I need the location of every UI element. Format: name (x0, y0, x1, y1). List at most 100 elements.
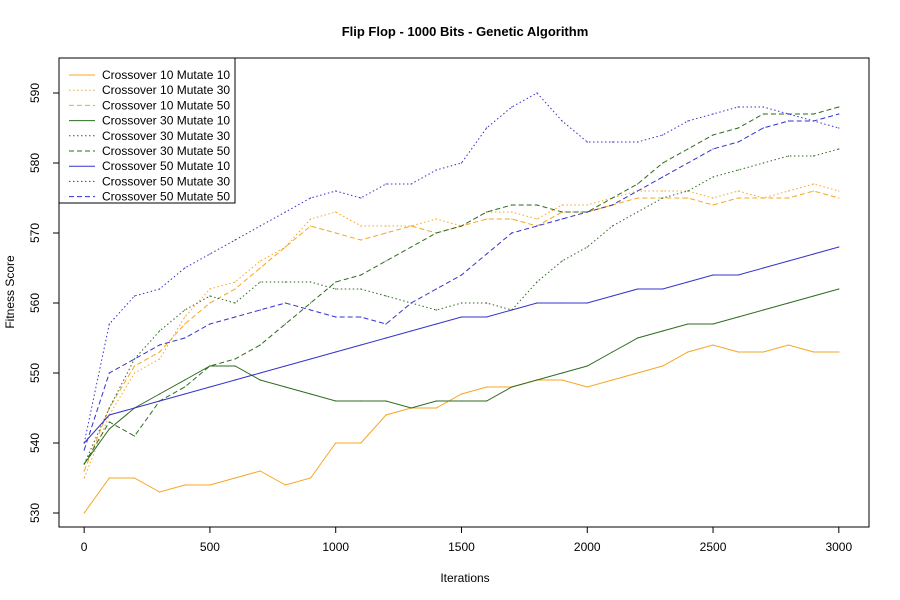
data-point (133, 295, 136, 297)
legend-label: Crossover 50 Mutate 10 (102, 159, 230, 173)
data-point (636, 211, 639, 213)
data-point (561, 379, 563, 381)
series-line-7 (83, 246, 839, 444)
data-point (259, 281, 261, 283)
data-point (360, 400, 362, 402)
data-point (159, 358, 161, 360)
data-point (611, 295, 614, 297)
data-point (259, 379, 261, 381)
data-point (284, 281, 286, 283)
data-point (184, 267, 186, 269)
data-point (83, 512, 85, 514)
data-point (712, 204, 714, 206)
x-tick-label: 0 (81, 540, 88, 554)
data-point (611, 351, 614, 353)
data-point (234, 288, 236, 290)
data-point (410, 183, 412, 185)
data-point (83, 470, 85, 472)
data-point (435, 288, 437, 290)
data-point (586, 365, 588, 367)
data-point (561, 120, 563, 122)
data-point (662, 162, 664, 164)
data-point (259, 344, 261, 346)
data-point (536, 379, 538, 381)
data-point (636, 288, 639, 290)
data-point (737, 141, 739, 143)
data-point (209, 288, 211, 290)
data-point (561, 302, 563, 304)
data-point (486, 400, 488, 402)
data-point (385, 337, 387, 339)
data-point (234, 365, 236, 367)
data-point (536, 204, 538, 206)
legend-box (58, 57, 236, 204)
data-point (486, 316, 488, 318)
data-point (284, 211, 286, 213)
data-point (159, 400, 161, 402)
data-point (209, 484, 211, 486)
data-point (787, 155, 790, 157)
data-point (511, 309, 513, 311)
data-point (309, 197, 312, 199)
x-tick-label: 3000 (825, 540, 852, 554)
legend-label: Crossover 30 Mutate 50 (102, 144, 230, 158)
data-point (762, 113, 764, 115)
data-point (410, 302, 412, 304)
x-tick-label: 2000 (574, 540, 601, 554)
legend-label: Crossover 50 Mutate 50 (102, 190, 230, 204)
data-point (636, 183, 639, 185)
data-point (838, 148, 840, 150)
data-point (234, 477, 236, 479)
data-point (184, 316, 186, 318)
data-point (611, 379, 614, 381)
data-point (762, 267, 764, 269)
data-point (335, 190, 337, 192)
y-tick-label: 560 (28, 293, 42, 313)
data-point (687, 162, 689, 164)
data-point (83, 449, 85, 451)
data-point (460, 225, 463, 227)
data-point (486, 253, 488, 255)
data-point (813, 120, 815, 122)
data-point (108, 421, 110, 423)
data-point (662, 197, 664, 199)
y-tick-label: 570 (28, 223, 42, 243)
data-point (335, 288, 337, 290)
data-point (309, 393, 312, 395)
data-point (83, 442, 85, 444)
data-point (662, 365, 664, 367)
data-point (787, 190, 790, 192)
data-point (410, 246, 412, 248)
data-point (108, 372, 110, 374)
data-point (309, 281, 312, 283)
data-point (184, 379, 186, 381)
data-point (335, 232, 337, 234)
data-point (838, 351, 840, 353)
data-point (385, 323, 387, 325)
data-point (712, 197, 714, 199)
data-point (787, 302, 790, 304)
data-point (511, 211, 513, 213)
data-point (184, 386, 186, 388)
data-point (284, 302, 286, 304)
data-point (813, 295, 815, 297)
data-point (460, 274, 463, 276)
data-point (460, 393, 463, 395)
data-point (209, 302, 211, 304)
data-point (460, 316, 463, 318)
y-tick-label: 530 (28, 503, 42, 523)
data-point (813, 190, 815, 192)
data-point (787, 197, 790, 199)
data-point (159, 491, 161, 493)
data-point (335, 351, 337, 353)
data-point (133, 407, 136, 409)
data-point (486, 386, 488, 388)
data-point (184, 484, 186, 486)
plot-frame (58, 57, 870, 528)
data-point (838, 113, 840, 115)
data-point (586, 302, 588, 304)
data-point (259, 309, 261, 311)
data-point (209, 295, 211, 297)
data-point (335, 316, 337, 318)
